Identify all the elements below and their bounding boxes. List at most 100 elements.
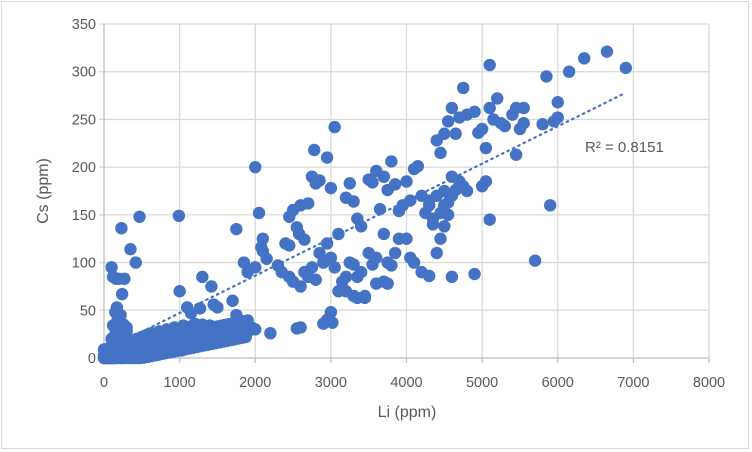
data-point: [205, 280, 218, 293]
data-point: [441, 115, 455, 128]
data-point: [411, 159, 425, 173]
data-point: [377, 227, 391, 241]
data-point: [457, 81, 470, 95]
data-point: [407, 256, 421, 269]
data-point: [498, 119, 512, 133]
data-point: [326, 316, 339, 329]
data-point: [129, 256, 142, 269]
data-point: [400, 232, 413, 245]
x-tick-label: 8000: [693, 375, 725, 391]
x-tick-label: 2000: [239, 375, 271, 391]
data-point: [230, 222, 243, 236]
data-point: [426, 218, 440, 231]
data-point: [354, 265, 368, 279]
x-tick-label: 0: [100, 375, 108, 391]
data-point: [252, 206, 266, 220]
data-point: [543, 199, 557, 212]
data-point: [366, 176, 379, 189]
data-point: [105, 261, 118, 274]
data-point: [491, 92, 504, 105]
data-point: [328, 261, 341, 274]
data-point: [370, 251, 383, 264]
data-point: [328, 120, 341, 134]
data-point: [283, 239, 296, 252]
data-point: [343, 177, 356, 190]
data-point: [600, 45, 614, 58]
x-tick-label: 4000: [390, 375, 422, 391]
data-point: [385, 259, 398, 272]
data-point: [578, 52, 591, 65]
data-point: [294, 321, 307, 334]
data-point: [301, 197, 315, 210]
data-point: [445, 101, 459, 115]
data-point: [404, 194, 417, 207]
data-point: [309, 273, 322, 286]
data-point: [237, 256, 251, 269]
data-point: [249, 160, 262, 174]
data-point: [483, 101, 496, 115]
x-tick-label: 1000: [163, 375, 195, 391]
data-point: [479, 141, 493, 155]
data-point: [118, 272, 131, 285]
data-point: [308, 143, 321, 157]
data-point: [540, 70, 553, 83]
data-point: [110, 301, 124, 314]
data-point: [320, 151, 334, 164]
data-point: [438, 127, 451, 140]
data-point: [430, 246, 443, 260]
data-point: [320, 237, 334, 250]
data-point: [438, 184, 451, 198]
y-tick-label: 250: [72, 112, 96, 128]
data-point: [305, 261, 319, 274]
data-point: [517, 117, 530, 130]
data-point: [313, 246, 326, 260]
data-point: [313, 174, 326, 187]
data-points: [97, 45, 633, 365]
data-point: [434, 146, 447, 160]
data-point: [483, 58, 496, 72]
data-point: [172, 209, 186, 223]
y-tick-label: 50: [80, 303, 96, 319]
r-squared-label: R² = 0.8151: [585, 139, 664, 156]
data-point: [241, 314, 254, 327]
trendline-line: [102, 91, 627, 352]
data-point: [115, 222, 128, 235]
data-point: [400, 175, 413, 188]
data-point: [528, 254, 542, 267]
data-point: [422, 269, 436, 283]
data-point: [445, 270, 459, 284]
data-point: [619, 61, 633, 75]
data-point: [441, 196, 455, 209]
data-point: [324, 181, 338, 195]
data-point: [449, 127, 462, 140]
data-point: [256, 244, 270, 258]
data-point: [517, 101, 530, 115]
y-tick-label: 300: [72, 65, 96, 81]
data-point: [468, 105, 481, 118]
y-tick-label: 0: [88, 351, 96, 367]
data-point: [133, 210, 146, 223]
data-point: [211, 301, 224, 314]
data-point: [324, 251, 338, 264]
data-point: [536, 118, 549, 131]
data-point: [388, 246, 402, 260]
data-point: [385, 155, 398, 168]
data-point: [551, 111, 564, 124]
data-point: [249, 261, 262, 274]
data-point: [460, 184, 474, 198]
data-point: [115, 287, 129, 301]
data-point: [347, 195, 360, 208]
data-point: [124, 243, 137, 256]
y-tick-label: 350: [72, 17, 96, 33]
x-tick-label: 7000: [617, 375, 649, 391]
trendline: [102, 91, 627, 352]
data-point: [339, 270, 353, 284]
data-point: [226, 294, 239, 307]
data-point: [196, 270, 209, 284]
data-point: [551, 96, 564, 109]
data-point: [184, 306, 198, 320]
y-tick-label: 200: [72, 160, 96, 176]
data-point: [264, 326, 277, 340]
data-point: [298, 233, 311, 246]
